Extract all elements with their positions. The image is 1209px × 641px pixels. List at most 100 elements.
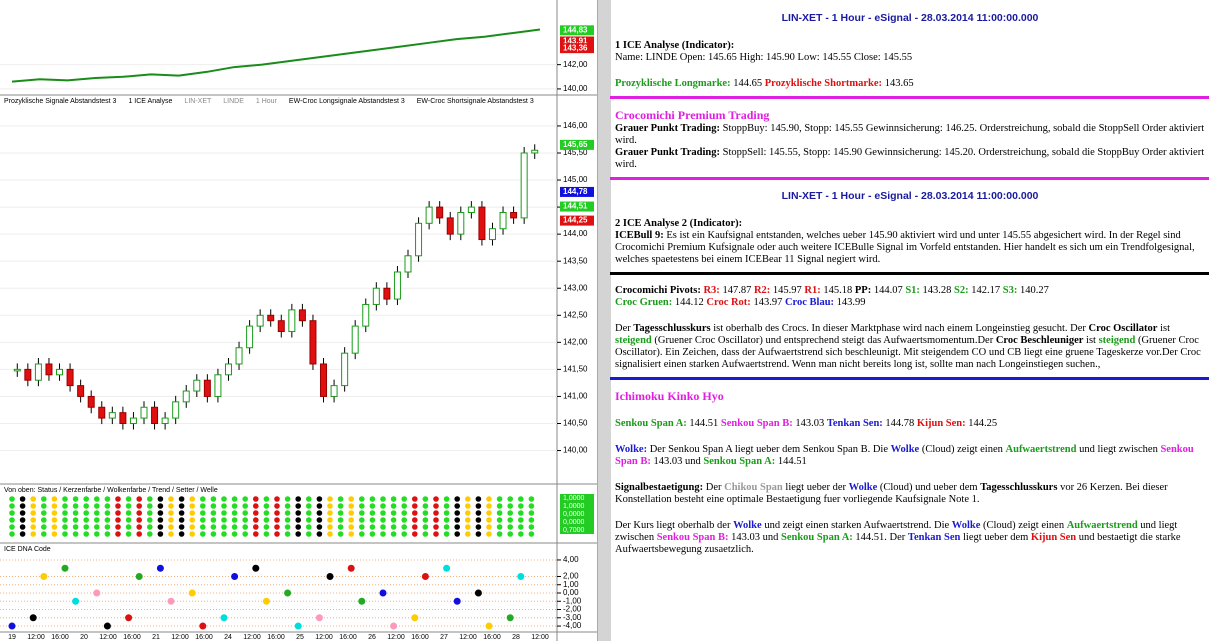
- text-span: 144.78: [882, 418, 917, 429]
- text-span: Prozyklische Shortmarke:: [764, 78, 883, 89]
- status-dot: [380, 524, 386, 530]
- status-dot: [380, 510, 386, 516]
- x-tick-label: 12:00: [243, 634, 261, 641]
- text-line: 2 ICE Analyse 2 (Indicator):: [615, 218, 1205, 230]
- dna-dot: [40, 572, 48, 580]
- status-dot: [337, 517, 344, 523]
- x-tick-label: 19: [8, 634, 16, 641]
- text-span: 140.27: [1017, 285, 1049, 296]
- candle-body: [499, 211, 507, 230]
- status-dot: [348, 517, 355, 523]
- status-dot: [253, 503, 259, 509]
- text-span: Croc Beschleuniger: [995, 335, 1084, 346]
- status-dot: [295, 496, 302, 502]
- text-span: Der Kurs liegt oberhalb der: [615, 520, 734, 531]
- status-dot: [104, 503, 111, 509]
- status-dot: [62, 531, 68, 537]
- price-marker-label: 145,65: [563, 140, 588, 149]
- status-dot: [401, 503, 408, 509]
- candle-body: [151, 406, 159, 424]
- text-span: Senkou Span B:: [615, 444, 1194, 467]
- text-span: Der: [703, 482, 725, 493]
- status-dot: [465, 531, 471, 537]
- status-dot: [475, 496, 482, 502]
- x-tick-label: 12:00: [459, 634, 477, 641]
- status-dot: [359, 496, 365, 502]
- report-block: Ichimoku Kinko Hyo: [615, 390, 1205, 404]
- status-dot: [518, 503, 524, 509]
- status-dot: [274, 517, 280, 523]
- status-dot: [306, 496, 312, 502]
- status-dot: [433, 531, 439, 537]
- separator: [610, 177, 1209, 180]
- status-dot: [496, 531, 503, 537]
- candle-body: [13, 368, 21, 372]
- status-dot: [306, 517, 312, 523]
- text-span: 144.51. Der: [852, 532, 908, 543]
- text-span: Aufwaertstrend: [1005, 444, 1077, 455]
- status-dot: [316, 503, 323, 509]
- report-block: Wolke: Der Senkou Span A liegt ueber dem…: [615, 444, 1205, 468]
- status-dot: [422, 503, 429, 509]
- scrollbar[interactable]: [597, 0, 611, 641]
- text-span: LIN-XET - 1 Hour - eSignal - 28.03.2014 …: [781, 190, 1039, 202]
- text-span: Tagesschlusskurs: [633, 323, 711, 334]
- candle-body: [341, 352, 349, 387]
- status-dot: [83, 496, 89, 502]
- text-span: ICEBull 9:: [615, 230, 664, 241]
- status-dot: [62, 496, 68, 502]
- status-dot: [316, 517, 323, 523]
- status-label: 0,7000: [563, 527, 585, 534]
- status-dot: [72, 517, 79, 523]
- text-line: LIN-XET - 1 Hour - eSignal - 28.03.2014 …: [615, 12, 1205, 24]
- indicator-label: 1 ICE Analyse: [128, 98, 172, 105]
- price-line: [11, 28, 541, 83]
- status-dot: [433, 524, 439, 530]
- status-label-box: [560, 526, 594, 534]
- text-line: Senkou Span A: 144.51 Senkou Span B: 143…: [615, 418, 1205, 430]
- status-dot: [104, 510, 111, 516]
- text-span: Senkou Span A:: [615, 418, 687, 429]
- price-marker: [560, 36, 594, 47]
- status-dot: [242, 510, 248, 516]
- status-dot: [83, 503, 89, 509]
- status-dot: [136, 531, 142, 537]
- status-dot: [189, 503, 195, 509]
- y-tick-label: 140,00: [563, 84, 588, 93]
- status-dot: [9, 517, 15, 523]
- text-span: S2:: [954, 285, 969, 296]
- candle-body: [520, 152, 528, 219]
- status-dot: [486, 496, 492, 502]
- status-dot: [136, 503, 142, 509]
- status-dot: [401, 517, 408, 523]
- text-span: 143.65: [882, 78, 914, 89]
- text-line: Der Kurs liegt oberhalb der Wolke und ze…: [615, 520, 1205, 556]
- status-dot: [157, 496, 164, 502]
- dna-dot: [506, 614, 514, 622]
- text-span: liegt ueber der: [782, 482, 849, 493]
- candle-body: [246, 325, 254, 349]
- y-tick-label: 4,00: [563, 555, 579, 564]
- dna-dot: [103, 622, 111, 630]
- status-dot: [253, 496, 259, 502]
- candle-body: [129, 417, 137, 424]
- dna-dot: [93, 589, 101, 597]
- status-dot: [306, 531, 312, 537]
- candle-body: [56, 368, 64, 376]
- status-dot: [41, 531, 47, 537]
- status-dot: [454, 524, 461, 530]
- status-dot: [433, 496, 439, 502]
- status-dot: [528, 531, 535, 537]
- status-dot: [306, 524, 312, 530]
- x-tick-label: 12:00: [99, 634, 117, 641]
- candle-body: [277, 320, 285, 333]
- status-dot: [454, 531, 461, 537]
- dna-dot: [188, 589, 196, 597]
- dna-dot: [199, 622, 207, 630]
- status-dot: [125, 503, 132, 509]
- status-dot: [221, 496, 227, 502]
- status-dot: [30, 531, 36, 537]
- status-dot: [104, 524, 111, 530]
- status-dot: [295, 524, 302, 530]
